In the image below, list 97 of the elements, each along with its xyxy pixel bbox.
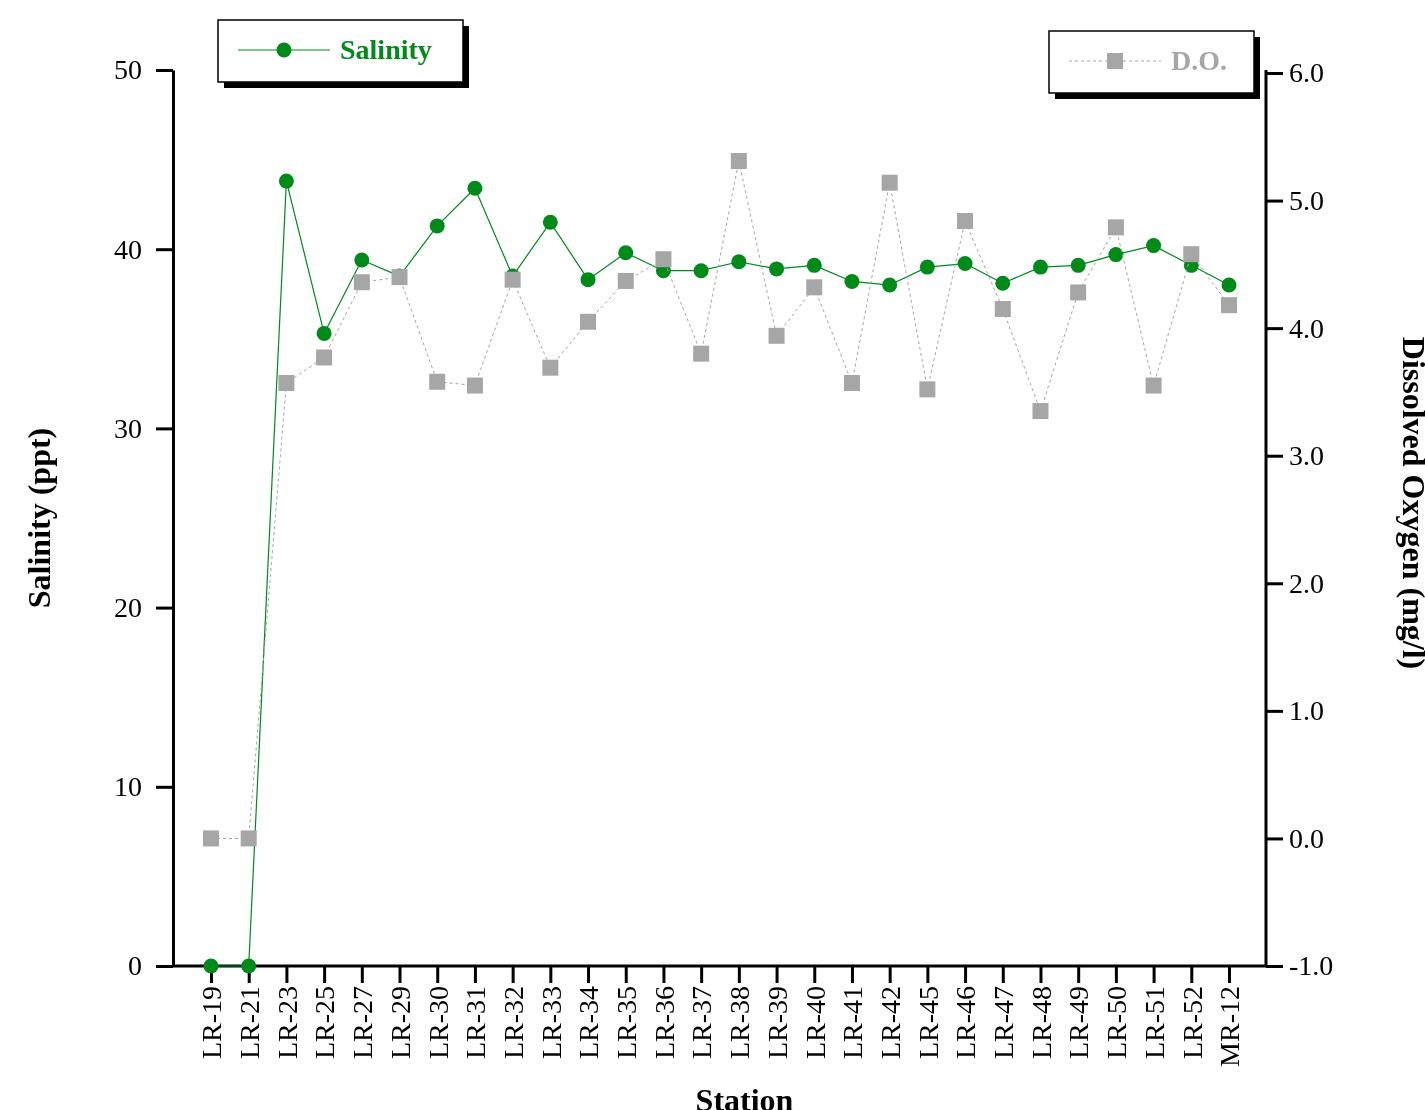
point	[806, 257, 822, 273]
point	[881, 174, 898, 191]
x-tick-label: LR-46	[950, 986, 982, 1060]
point	[580, 272, 596, 288]
x-tick-label: LR-32	[497, 986, 529, 1060]
point	[769, 261, 785, 277]
point	[467, 180, 483, 196]
point	[353, 274, 370, 291]
point	[504, 271, 521, 288]
y2-tick-label: 6.0	[1289, 57, 1324, 89]
y2-tick-label: 2.0	[1289, 567, 1324, 599]
point	[466, 377, 483, 394]
point	[1108, 247, 1124, 263]
x-tick-label: LR-42	[874, 986, 906, 1060]
x-tick-label: LR-48	[1025, 986, 1057, 1060]
point	[1221, 277, 1237, 293]
point	[1070, 257, 1086, 273]
point	[354, 252, 370, 268]
x-tick-label: LR-23	[271, 986, 303, 1060]
point	[316, 325, 332, 341]
x-tick-label: LR-30	[422, 986, 454, 1060]
x-tick-label: LR-33	[535, 986, 567, 1060]
legend-label: Salinity	[340, 34, 432, 65]
point	[843, 375, 860, 391]
y2-tick-label: 5.0	[1289, 185, 1324, 217]
point	[429, 218, 445, 234]
point	[241, 958, 257, 974]
x-tick-label: LR-31	[460, 986, 492, 1060]
point	[1107, 219, 1124, 236]
point	[994, 301, 1011, 318]
x-tick-label: LR-29	[384, 986, 416, 1060]
x-tick-label: MR-12	[1214, 986, 1246, 1067]
x-tick-label: LR-25	[309, 986, 341, 1060]
y2-tick-label: 0.0	[1289, 822, 1324, 854]
point	[542, 359, 559, 376]
y-axis-title: Salinity (ppt)	[21, 427, 57, 609]
point	[768, 327, 785, 344]
point	[617, 272, 634, 289]
x-tick-label: LR-45	[912, 986, 944, 1060]
point	[1146, 238, 1162, 254]
y-tick-label: 20	[114, 592, 142, 624]
y-tick-label: 50	[114, 54, 142, 86]
point	[203, 830, 219, 847]
x-tick-label: LR-35	[611, 986, 643, 1060]
point	[618, 245, 634, 261]
point	[429, 373, 446, 390]
point	[693, 345, 710, 362]
x-tick-label: LR-21	[234, 986, 265, 1060]
point	[655, 251, 672, 268]
point	[278, 375, 295, 391]
x-tick-label: LR-47	[988, 986, 1020, 1060]
x-tick-label: LR-40	[799, 986, 831, 1060]
y-tick-label: 0	[128, 950, 142, 982]
x-tick-label: LR-19	[196, 986, 228, 1060]
point	[1032, 403, 1049, 420]
point	[882, 277, 898, 293]
point	[542, 214, 558, 230]
point	[278, 173, 294, 189]
x-tick-label: LR-50	[1101, 986, 1133, 1060]
point	[957, 256, 973, 272]
y2-tick-label: 4.0	[1289, 312, 1324, 344]
x-tick-label: LR-41	[837, 986, 869, 1060]
point	[580, 313, 597, 330]
y-tick-label: 10	[114, 771, 142, 803]
y2-tick-label: -1.0	[1289, 950, 1334, 982]
y-tick-label: 30	[114, 412, 142, 444]
x-tick-label: LR-52	[1176, 986, 1208, 1060]
x-tick-label: LR-51	[1138, 986, 1170, 1060]
point	[730, 153, 747, 170]
x-tick-label: LR-49	[1063, 986, 1095, 1060]
point	[203, 958, 219, 974]
point	[1183, 246, 1200, 263]
point	[995, 275, 1011, 291]
point	[919, 259, 935, 275]
x-tick-label: LR-39	[761, 986, 793, 1060]
point	[844, 273, 860, 289]
x-tick-label: LR-38	[724, 986, 756, 1060]
point	[957, 212, 974, 229]
point	[1221, 297, 1237, 314]
legend-label: D.O.	[1171, 45, 1227, 76]
y2-tick-label: 3.0	[1289, 440, 1324, 472]
point	[240, 830, 257, 847]
point	[1032, 259, 1048, 275]
x-tick-label: LR-27	[347, 986, 379, 1060]
x-tick-label: LR-37	[686, 986, 718, 1060]
point	[806, 279, 823, 296]
y2-axis-title: Dissolved Oxygen (mg/l)	[1396, 336, 1425, 670]
y-tick-label: 40	[114, 233, 142, 265]
point	[693, 263, 709, 279]
point	[1145, 377, 1162, 394]
point	[731, 254, 747, 270]
y2-tick-label: 1.0	[1289, 695, 1324, 727]
point	[316, 349, 333, 366]
point	[919, 381, 936, 398]
point	[1070, 284, 1087, 301]
x-tick-label: LR-34	[573, 986, 605, 1060]
x-tick-label: LR-36	[648, 986, 680, 1060]
